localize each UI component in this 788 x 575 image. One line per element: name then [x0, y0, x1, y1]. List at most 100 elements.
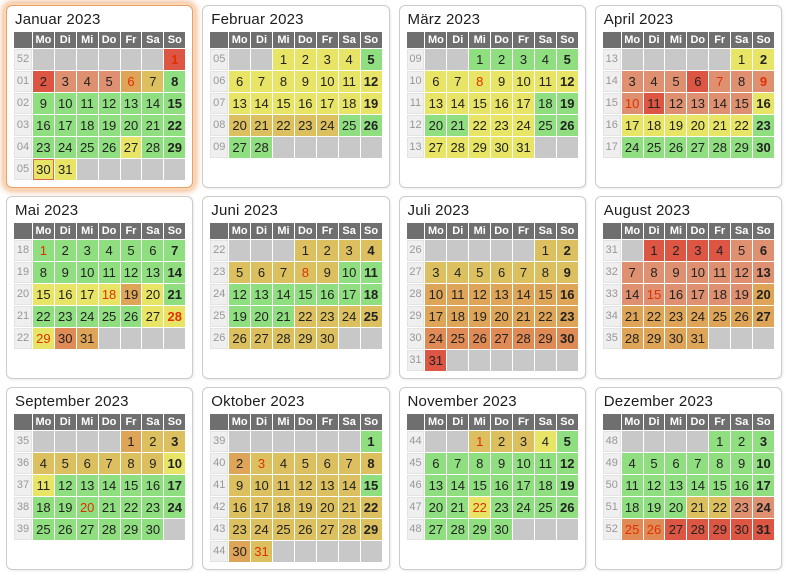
day-cell[interactable]: 19: [556, 93, 578, 114]
day-cell[interactable]: 22: [32, 306, 54, 327]
day-cell[interactable]: 5: [665, 71, 687, 92]
day-cell[interactable]: 2: [753, 49, 774, 70]
day-cell[interactable]: 17: [54, 115, 76, 136]
day-cell[interactable]: 5: [98, 71, 120, 92]
day-cell[interactable]: 14: [709, 93, 731, 114]
day-cell[interactable]: 27: [687, 137, 709, 158]
day-cell[interactable]: 5: [556, 49, 578, 70]
day-cell[interactable]: 12: [294, 475, 316, 496]
day-cell[interactable]: 31: [513, 137, 534, 158]
day-cell[interactable]: 20: [425, 497, 447, 518]
day-cell[interactable]: 8: [272, 71, 294, 92]
day-cell[interactable]: 22: [164, 115, 186, 136]
day-cell[interactable]: 10: [753, 453, 774, 474]
day-cell[interactable]: 7: [621, 262, 643, 283]
day-cell[interactable]: 3: [753, 431, 774, 452]
day-cell[interactable]: 18: [338, 93, 360, 114]
day-cell[interactable]: 26: [665, 137, 687, 158]
day-cell[interactable]: 24: [338, 306, 360, 327]
day-cell[interactable]: 21: [709, 115, 731, 136]
day-cell[interactable]: 19: [469, 306, 491, 327]
day-cell[interactable]: 17: [621, 115, 643, 136]
day-cell[interactable]: 23: [665, 306, 687, 327]
day-cell[interactable]: 18: [32, 497, 54, 518]
day-cell[interactable]: 9: [491, 453, 513, 474]
day-cell[interactable]: 23: [731, 497, 753, 518]
day-cell[interactable]: 26: [556, 497, 578, 518]
day-cell[interactable]: 17: [76, 284, 98, 305]
day-cell[interactable]: 8: [469, 71, 491, 92]
day-cell[interactable]: 15: [469, 475, 491, 496]
day-cell[interactable]: 26: [98, 137, 120, 158]
day-cell[interactable]: 21: [513, 306, 534, 327]
day-cell[interactable]: 10: [54, 93, 76, 114]
day-cell[interactable]: 6: [142, 240, 164, 261]
day-cell[interactable]: 29: [469, 137, 491, 158]
day-cell[interactable]: 17: [513, 93, 534, 114]
day-cell[interactable]: 9: [491, 71, 513, 92]
day-cell[interactable]: 3: [425, 262, 447, 283]
day-cell[interactable]: 27: [425, 519, 447, 540]
day-cell[interactable]: 5: [54, 453, 76, 474]
day-cell[interactable]: 7: [98, 453, 120, 474]
day-cell[interactable]: 12: [665, 93, 687, 114]
day-cell[interactable]: 18: [534, 475, 556, 496]
day-cell[interactable]: 13: [229, 93, 251, 114]
day-cell[interactable]: 4: [76, 71, 98, 92]
day-cell[interactable]: 2: [665, 240, 687, 261]
day-cell[interactable]: 30: [316, 328, 338, 349]
day-cell[interactable]: 20: [491, 306, 513, 327]
day-cell[interactable]: 18: [76, 115, 98, 136]
day-cell[interactable]: 16: [32, 115, 54, 136]
day-cell[interactable]: 27: [425, 137, 447, 158]
day-cell[interactable]: 19: [731, 284, 753, 305]
day-cell[interactable]: 2: [142, 431, 164, 452]
day-cell[interactable]: 23: [142, 497, 164, 518]
day-cell[interactable]: 2: [54, 240, 76, 261]
day-cell[interactable]: 25: [643, 137, 665, 158]
day-cell[interactable]: 12: [120, 262, 142, 283]
day-cell[interactable]: 20: [687, 115, 709, 136]
day-cell[interactable]: 27: [316, 519, 338, 540]
day-cell[interactable]: 12: [556, 71, 578, 92]
day-cell[interactable]: 16: [665, 284, 687, 305]
day-cell[interactable]: 19: [98, 115, 120, 136]
day-cell[interactable]: 24: [425, 328, 447, 349]
day-cell[interactable]: 1: [120, 431, 142, 452]
day-cell[interactable]: 25: [272, 519, 294, 540]
day-cell[interactable]: 15: [534, 284, 556, 305]
day-cell[interactable]: 12: [469, 284, 491, 305]
day-cell[interactable]: 17: [316, 93, 338, 114]
day-cell[interactable]: 1: [469, 431, 491, 452]
day-cell[interactable]: 31: [76, 328, 98, 349]
day-cell[interactable]: 28: [447, 137, 469, 158]
day-cell[interactable]: 18: [447, 306, 469, 327]
day-cell[interactable]: 5: [294, 453, 316, 474]
day-cell[interactable]: 31: [251, 541, 272, 562]
day-cell[interactable]: 19: [556, 475, 578, 496]
day-cell[interactable]: 29: [32, 328, 54, 349]
day-cell[interactable]: 4: [32, 453, 54, 474]
day-cell[interactable]: 12: [360, 71, 382, 92]
day-cell[interactable]: 30: [142, 519, 164, 540]
day-cell[interactable]: 25: [447, 328, 469, 349]
day-cell[interactable]: 28: [621, 328, 643, 349]
day-cell[interactable]: 14: [272, 284, 294, 305]
day-cell[interactable]: 13: [665, 475, 687, 496]
day-cell[interactable]: 1: [731, 49, 753, 70]
day-cell[interactable]: 8: [469, 453, 491, 474]
day-cell[interactable]: 28: [251, 137, 272, 158]
day-cell[interactable]: 13: [120, 93, 142, 114]
day-cell[interactable]: 20: [76, 497, 98, 518]
day-cell[interactable]: 24: [54, 137, 76, 158]
day-cell[interactable]: 23: [294, 115, 316, 136]
day-cell[interactable]: 17: [753, 475, 774, 496]
day-cell[interactable]: 14: [447, 475, 469, 496]
day-cell[interactable]: 11: [447, 284, 469, 305]
day-cell[interactable]: 26: [360, 115, 382, 136]
day-cell[interactable]: 17: [425, 306, 447, 327]
day-cell[interactable]: 22: [643, 306, 665, 327]
day-cell[interactable]: 12: [54, 475, 76, 496]
day-cell[interactable]: 3: [338, 240, 360, 261]
day-cell[interactable]: 7: [447, 453, 469, 474]
